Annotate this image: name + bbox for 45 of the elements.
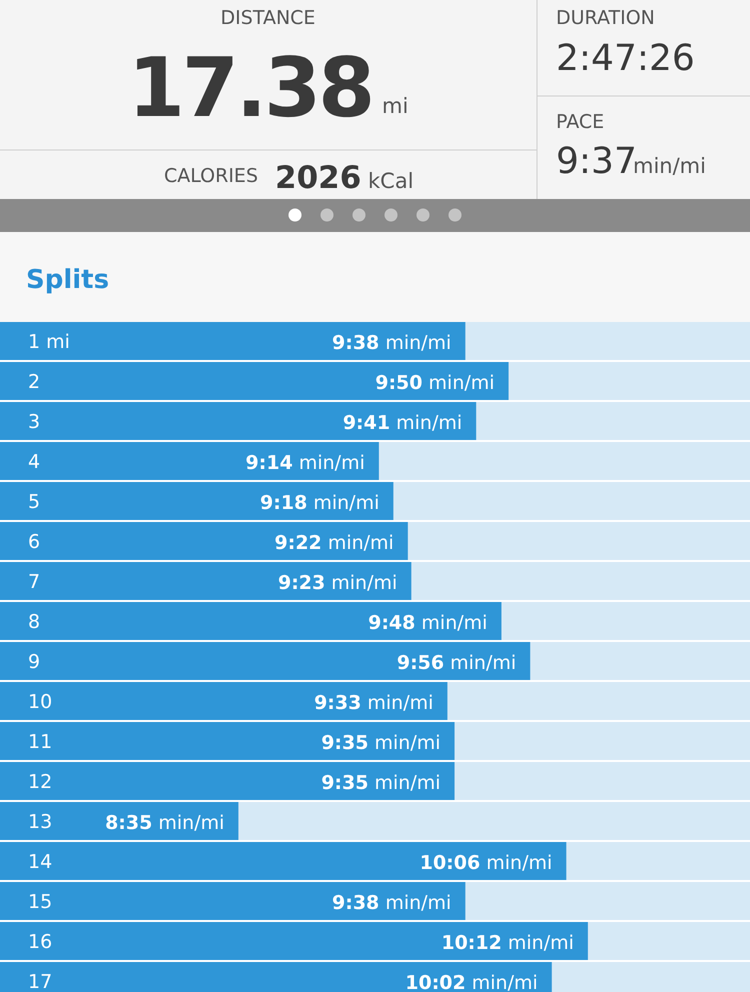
y-tick-label: 5 (28, 491, 40, 513)
y-tick-label: 6 (28, 531, 40, 553)
data-label: 9:35 min/mi (321, 772, 441, 794)
data-label: 9:56 min/mi (396, 652, 516, 674)
data-label: 10:02 min/mi (405, 972, 538, 992)
y-tick-label: 14 (28, 851, 52, 873)
y-tick-label: 11 (28, 731, 52, 753)
text: CALORIES (164, 165, 258, 187)
text: 2026 (275, 160, 362, 196)
data-label: 9:50 min/mi (375, 372, 495, 394)
data-label: 9:48 min/mi (368, 612, 488, 634)
y-tick-label: 1 mi (28, 331, 70, 353)
y-tick-label: 2 (28, 371, 40, 393)
y-tick-label: 16 (28, 931, 52, 953)
text: kCal (368, 169, 414, 193)
y-tick-label: 4 (28, 451, 40, 473)
y-tick-label: 8 (28, 611, 40, 633)
y-tick-label: 9 (28, 651, 40, 673)
data-label: 9:14 min/mi (246, 452, 365, 474)
text: min/mi (633, 154, 706, 178)
data-label: 9:35 min/mi (321, 732, 441, 754)
text: DURATION (556, 7, 655, 29)
text: mi (382, 94, 408, 118)
text: DISTANCE (220, 7, 316, 29)
chart-title: Splits (26, 265, 110, 295)
y-tick-label: 7 (28, 571, 40, 593)
y-tick-label: 15 (28, 891, 52, 913)
y-tick-label: 12 (28, 771, 52, 793)
data-label: 9:38 min/mi (332, 332, 452, 354)
data-label: 9:18 min/mi (260, 492, 380, 514)
y-tick-label: 3 (28, 411, 40, 433)
text: 2:47:26 (556, 38, 695, 79)
data-label: 10:12 min/mi (441, 932, 574, 954)
data-label: 8:35 min/mi (105, 812, 224, 834)
data-label: 9:41 min/mi (342, 412, 462, 434)
y-tick-label: 17 (28, 971, 52, 992)
text: 17.38 (128, 41, 372, 136)
data-label: 9:22 min/mi (274, 532, 394, 554)
data-label: 10:06 min/mi (420, 852, 552, 874)
text: PACE (556, 111, 604, 133)
data-label: 9:38 min/mi (332, 892, 452, 914)
data-label: 9:33 min/mi (314, 692, 434, 714)
data-label: 9:23 min/mi (278, 572, 398, 594)
y-tick-label: 13 (28, 811, 52, 833)
y-tick-label: 10 (28, 691, 52, 713)
